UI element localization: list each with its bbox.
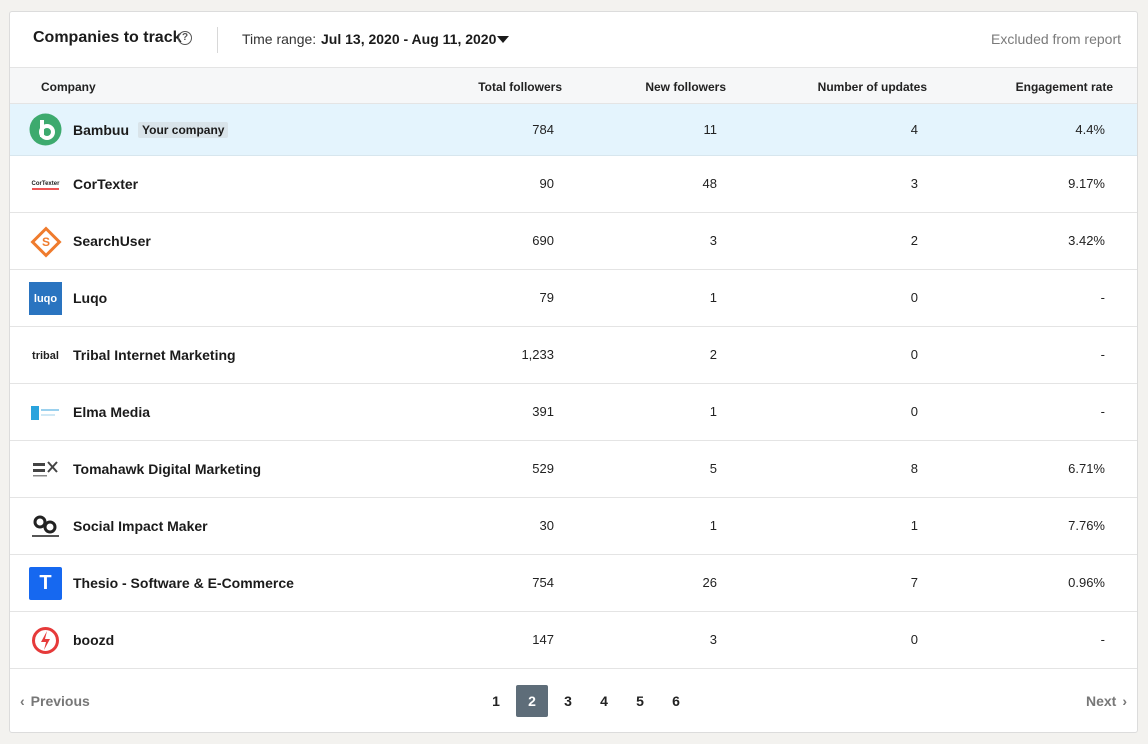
- company-name[interactable]: Tribal Internet Marketing: [73, 347, 236, 363]
- updates-cell: 4: [910, 122, 918, 137]
- previous-button[interactable]: ‹ Previous: [20, 693, 90, 709]
- total-followers-cell: 30: [539, 518, 554, 533]
- companies-card: Companies to track ? Time range: Jul 13,…: [9, 11, 1138, 733]
- engagement-cell: 4.4%: [1075, 122, 1105, 137]
- engagement-cell: -: [1100, 347, 1105, 362]
- company-name[interactable]: CorTexter: [73, 176, 139, 192]
- luqo-logo: luqo: [29, 282, 62, 315]
- total-followers-cell: 90: [539, 176, 554, 191]
- engagement-cell: -: [1100, 632, 1105, 647]
- next-button[interactable]: Next ›: [1085, 693, 1127, 709]
- time-range-label: Time range:: [242, 31, 317, 47]
- chevron-right-icon: ›: [1122, 693, 1127, 709]
- table-row[interactable]: luqo Luqo 79 1 0 -: [10, 270, 1137, 327]
- table-row[interactable]: CorTexter CorTexter 90 48 3 9.17%: [10, 156, 1137, 213]
- table-row[interactable]: Tomahawk Digital Marketing 529 5 8 6.71%: [10, 441, 1137, 498]
- new-followers-cell: 11: [703, 122, 718, 137]
- company-name[interactable]: boozd: [73, 632, 115, 648]
- pagination-bar: ‹ Previous 1 2 3 4 5 6 Next ›: [10, 669, 1137, 733]
- total-followers-cell: 391: [532, 404, 554, 419]
- new-followers-cell: 1: [709, 518, 717, 533]
- total-followers-cell: 1,233: [521, 347, 554, 362]
- excluded-from-report-link[interactable]: Excluded from report: [991, 31, 1121, 47]
- help-icon[interactable]: ?: [178, 31, 192, 45]
- table-row[interactable]: Social Impact Maker 30 1 1 7.76%: [10, 498, 1137, 555]
- engagement-cell: -: [1100, 404, 1105, 419]
- company-name[interactable]: Social Impact Maker: [73, 518, 208, 534]
- page-4-button[interactable]: 4: [600, 693, 608, 709]
- engagement-cell: 9.17%: [1068, 176, 1105, 191]
- total-followers-cell: 529: [532, 461, 554, 476]
- updates-cell: 0: [910, 632, 918, 647]
- updates-cell: 1: [910, 518, 918, 533]
- page-list: 1 2 3 4 5 6: [480, 685, 696, 717]
- company-name[interactable]: Thesio - Software & E-Commerce: [73, 575, 294, 591]
- total-followers-cell: 690: [532, 233, 554, 248]
- company-name[interactable]: Tomahawk Digital Marketing: [73, 461, 261, 477]
- table-row[interactable]: boozd 147 3 0 -: [10, 612, 1137, 669]
- engagement-cell: 3.42%: [1068, 233, 1105, 248]
- bambuu-logo: [29, 113, 62, 146]
- tomahawk-logo: [29, 453, 62, 486]
- updates-cell: 2: [910, 233, 918, 248]
- updates-cell: 8: [910, 461, 918, 476]
- total-followers-cell: 784: [532, 122, 554, 137]
- card-title: Companies to track: [33, 29, 182, 46]
- updates-cell: 7: [910, 575, 918, 590]
- new-followers-cell: 48: [702, 176, 717, 191]
- total-followers-cell: 754: [532, 575, 554, 590]
- new-followers-cell: 1: [709, 404, 717, 419]
- engagement-cell: 0.96%: [1068, 575, 1105, 590]
- page-6-button[interactable]: 6: [672, 693, 680, 709]
- boozd-logo: [29, 624, 62, 657]
- total-followers-cell: 79: [539, 290, 554, 305]
- company-name[interactable]: Elma Media: [73, 404, 151, 420]
- cortexter-logo: CorTexter: [29, 168, 62, 201]
- tribal-logo: tribal: [32, 349, 59, 362]
- chevron-left-icon: ‹: [20, 693, 25, 709]
- page-1-button[interactable]: 1: [492, 693, 500, 709]
- updates-cell: 0: [910, 290, 918, 305]
- page-5-button[interactable]: 5: [636, 693, 644, 709]
- table-row[interactable]: T Thesio - Software & E-Commerce 754 26 …: [10, 555, 1137, 612]
- engagement-cell: 7.76%: [1068, 518, 1105, 533]
- engagement-cell: -: [1100, 290, 1105, 305]
- thesio-logo: T: [29, 567, 62, 600]
- table-row[interactable]: Bambuu Your company 784 11 4 4.4%: [10, 104, 1137, 156]
- column-total-followers[interactable]: Total followers: [478, 80, 562, 94]
- table-row[interactable]: tribal Tribal Internet Marketing 1,233 2…: [10, 327, 1137, 384]
- column-number-of-updates[interactable]: Number of updates: [817, 80, 927, 94]
- your-company-badge: Your company: [138, 122, 229, 138]
- social-impact-logo: [29, 510, 62, 543]
- updates-cell: 0: [910, 404, 918, 419]
- new-followers-cell: 26: [702, 575, 717, 590]
- new-followers-cell: 1: [709, 290, 717, 305]
- time-range-value[interactable]: Jul 13, 2020 - Aug 11, 2020: [321, 31, 497, 47]
- column-new-followers[interactable]: New followers: [645, 80, 726, 94]
- column-company[interactable]: Company: [41, 80, 96, 94]
- table-row[interactable]: S SearchUser 690 3 2 3.42%: [10, 213, 1137, 270]
- page-3-button[interactable]: 3: [564, 693, 572, 709]
- new-followers-cell: 5: [709, 461, 717, 476]
- new-followers-cell: 3: [709, 632, 717, 647]
- elma-logo: [29, 396, 62, 429]
- column-engagement-rate[interactable]: Engagement rate: [1015, 80, 1113, 94]
- new-followers-cell: 2: [709, 347, 717, 362]
- updates-cell: 0: [910, 347, 918, 362]
- header-divider: [217, 27, 218, 53]
- card-header: Companies to track ? Time range: Jul 13,…: [10, 12, 1137, 67]
- updates-cell: 3: [910, 176, 918, 191]
- caret-down-icon[interactable]: [497, 36, 509, 43]
- company-name[interactable]: Bambuu: [73, 122, 129, 138]
- page-2-button[interactable]: 2: [516, 685, 548, 717]
- new-followers-cell: 3: [709, 233, 717, 248]
- total-followers-cell: 147: [532, 632, 554, 647]
- searchuser-logo: S: [29, 225, 62, 258]
- company-name[interactable]: Luqo: [73, 290, 108, 306]
- company-name[interactable]: SearchUser: [73, 233, 151, 249]
- table-header: Company Total followers New followers Nu…: [10, 67, 1137, 104]
- engagement-cell: 6.71%: [1068, 461, 1105, 476]
- table-row[interactable]: Elma Media 391 1 0 -: [10, 384, 1137, 441]
